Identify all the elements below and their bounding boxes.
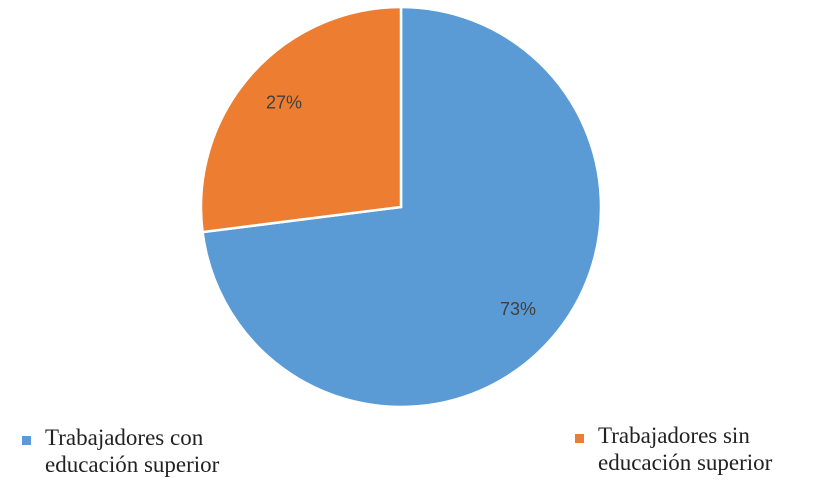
legend-label: Trabajadores sin educación superior: [598, 423, 773, 475]
pie-slice: [199, 5, 403, 234]
data-label: 27%: [266, 93, 302, 113]
legend-marker: [575, 434, 584, 443]
legend-marker: [22, 436, 31, 445]
data-label: 73%: [500, 299, 536, 319]
legend-item: Trabajadores sin educación superior: [575, 422, 790, 476]
legend-item: Trabajadores con educación superior: [22, 424, 237, 478]
legend-label: Trabajadores con educación superior: [45, 425, 220, 477]
